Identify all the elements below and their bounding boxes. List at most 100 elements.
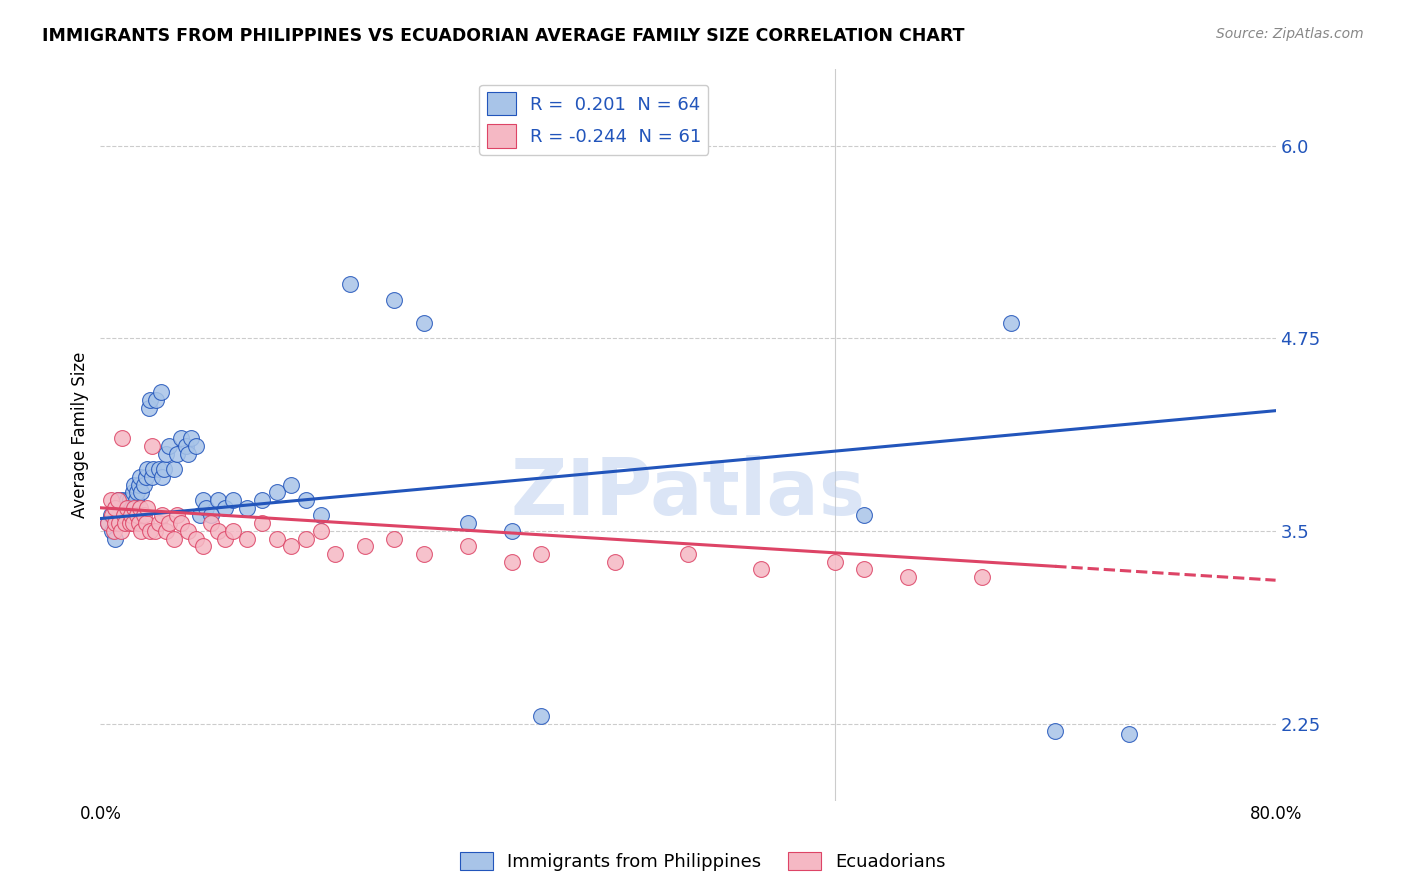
Point <box>135 470 157 484</box>
Point <box>170 516 193 531</box>
Point <box>155 447 177 461</box>
Point <box>103 524 125 538</box>
Point <box>163 462 186 476</box>
Point <box>155 524 177 538</box>
Point <box>412 547 434 561</box>
Point <box>150 470 173 484</box>
Point <box>214 500 236 515</box>
Point <box>115 493 138 508</box>
Point <box>309 524 332 538</box>
Point <box>184 439 207 453</box>
Point <box>177 447 200 461</box>
Point <box>111 432 134 446</box>
Point <box>207 493 229 508</box>
Point <box>104 500 127 515</box>
Point <box>382 293 405 307</box>
Point <box>110 524 132 538</box>
Point <box>125 508 148 523</box>
Point <box>751 562 773 576</box>
Point <box>163 532 186 546</box>
Point <box>111 493 134 508</box>
Point <box>1000 316 1022 330</box>
Point <box>250 516 273 531</box>
Point <box>141 470 163 484</box>
Point <box>824 555 846 569</box>
Point <box>104 516 127 531</box>
Point <box>114 516 136 531</box>
Point <box>129 500 152 515</box>
Point <box>457 516 479 531</box>
Point <box>139 524 162 538</box>
Point <box>295 493 318 508</box>
Point <box>603 555 626 569</box>
Point <box>134 477 156 491</box>
Point <box>112 508 135 523</box>
Point <box>266 485 288 500</box>
Point <box>195 500 218 515</box>
Point <box>530 547 553 561</box>
Point <box>141 439 163 453</box>
Point <box>128 477 150 491</box>
Point <box>107 493 129 508</box>
Point <box>129 470 152 484</box>
Point <box>353 539 375 553</box>
Point <box>120 500 142 515</box>
Point <box>309 508 332 523</box>
Point <box>236 500 259 515</box>
Point <box>139 392 162 407</box>
Point <box>121 485 143 500</box>
Point <box>145 392 167 407</box>
Point <box>148 516 170 531</box>
Point <box>114 508 136 523</box>
Point <box>214 532 236 546</box>
Point <box>170 432 193 446</box>
Point <box>97 516 120 531</box>
Point <box>501 555 523 569</box>
Point <box>104 532 127 546</box>
Point <box>135 516 157 531</box>
Point <box>412 316 434 330</box>
Point <box>530 709 553 723</box>
Point <box>1045 724 1067 739</box>
Point <box>157 516 180 531</box>
Point <box>108 508 131 523</box>
Point <box>108 516 131 531</box>
Point <box>853 508 876 523</box>
Point <box>1118 727 1140 741</box>
Point <box>207 524 229 538</box>
Point <box>120 508 142 523</box>
Point <box>134 508 156 523</box>
Point <box>221 524 243 538</box>
Point <box>676 547 699 561</box>
Point <box>166 447 188 461</box>
Point <box>118 493 141 508</box>
Point <box>221 493 243 508</box>
Point <box>150 508 173 523</box>
Point <box>143 524 166 538</box>
Point <box>97 516 120 531</box>
Point <box>266 532 288 546</box>
Point <box>200 508 222 523</box>
Point <box>121 516 143 531</box>
Point <box>174 439 197 453</box>
Point <box>970 570 993 584</box>
Point <box>501 524 523 538</box>
Point <box>136 500 159 515</box>
Point <box>184 532 207 546</box>
Point <box>236 532 259 546</box>
Legend: Immigrants from Philippines, Ecuadorians: Immigrants from Philippines, Ecuadorians <box>453 845 953 879</box>
Point <box>131 524 153 538</box>
Text: Source: ZipAtlas.com: Source: ZipAtlas.com <box>1216 27 1364 41</box>
Point <box>118 516 141 531</box>
Point <box>250 493 273 508</box>
Point <box>295 532 318 546</box>
Point <box>112 500 135 515</box>
Point <box>149 385 172 400</box>
Point <box>897 570 920 584</box>
Point <box>111 516 134 531</box>
Point <box>188 508 211 523</box>
Point <box>115 500 138 515</box>
Point <box>152 462 174 476</box>
Point <box>200 516 222 531</box>
Point <box>325 547 347 561</box>
